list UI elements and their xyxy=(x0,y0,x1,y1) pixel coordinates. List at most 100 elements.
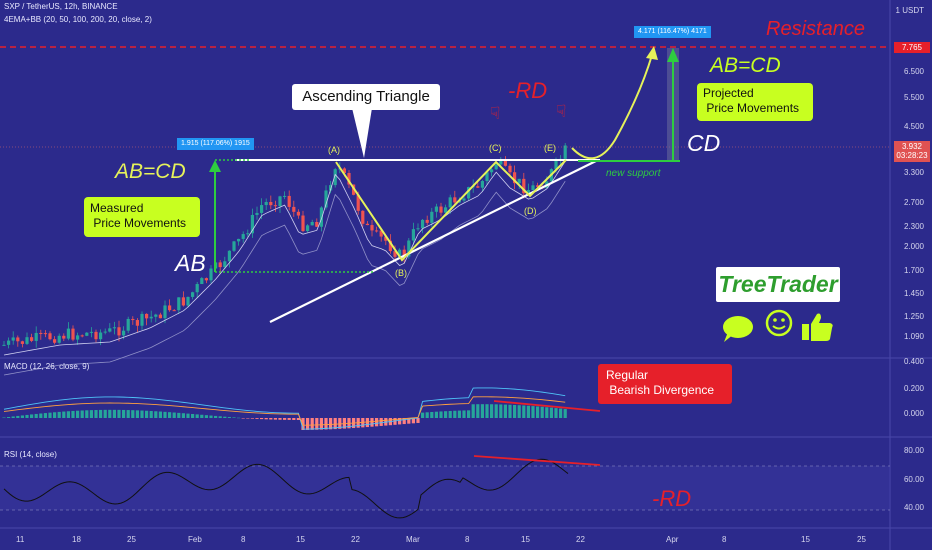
projected-label: Projected Price Movements xyxy=(703,86,800,115)
macd-bar xyxy=(48,412,52,418)
candle-body xyxy=(200,278,204,285)
macd-tick: 0.400 xyxy=(903,357,924,366)
candle-body xyxy=(296,211,300,216)
candle-body xyxy=(145,313,149,319)
symbol-title: SXP / TetherUS, 12h, BINANCE xyxy=(4,2,118,11)
macd-bar xyxy=(181,413,185,418)
macd-bar xyxy=(57,411,61,418)
candle-body xyxy=(62,335,66,339)
macd-bar xyxy=(411,418,415,424)
macd-bar xyxy=(425,412,429,418)
candle-body xyxy=(39,332,43,334)
macd-bar xyxy=(540,406,544,418)
macd-bar xyxy=(480,404,484,418)
candle-body xyxy=(287,195,291,207)
macd-bar xyxy=(250,418,254,419)
indicator-legend: 4EMA+BB (20, 50, 100, 200, 20, close, 2) xyxy=(4,15,152,24)
macd-bar xyxy=(531,406,535,418)
date-tick: 8 xyxy=(722,535,727,544)
hand-pointing-down-icon: ☟ xyxy=(556,102,567,121)
candle-body xyxy=(425,219,429,223)
macd-bar xyxy=(177,412,181,418)
ab-cd-right-label: AB=CD xyxy=(710,54,781,77)
macd-bar xyxy=(260,418,264,420)
price-tick: 5.500 xyxy=(903,93,924,102)
macd-bar xyxy=(402,418,406,425)
macd-bar xyxy=(20,415,24,418)
ab-cd-left-label: AB=CD xyxy=(115,160,186,183)
candle-body xyxy=(131,318,135,321)
candle-body xyxy=(177,297,181,311)
measured-label: Measured Price Movements xyxy=(90,201,187,230)
resistance-label: Resistance xyxy=(766,18,865,40)
macd-bar xyxy=(53,412,57,418)
macd-bar xyxy=(246,418,250,419)
candle-body xyxy=(517,178,521,184)
date-tick: Mar xyxy=(406,535,420,544)
candle-body xyxy=(260,205,264,213)
macd-histogram xyxy=(2,404,567,430)
candle-body xyxy=(191,292,195,297)
macd-bar xyxy=(85,410,89,418)
divergence-label-box: Regular Bearish Divergence xyxy=(598,364,732,404)
candle-body xyxy=(434,206,438,212)
macd-bar xyxy=(269,418,273,420)
macd-bar xyxy=(365,418,369,428)
macd-bar xyxy=(126,410,130,418)
macd-bar xyxy=(407,418,411,424)
candle-body xyxy=(485,172,489,182)
candlestick-series xyxy=(2,143,567,349)
candle-body xyxy=(522,178,526,194)
candle-body xyxy=(80,335,84,337)
macd-bar xyxy=(80,410,84,418)
macd-bar xyxy=(545,407,549,418)
price-tick: 2.700 xyxy=(903,198,924,207)
ascending-triangle-callout: Ascending Triangle xyxy=(292,84,440,110)
date-tick: 8 xyxy=(241,535,246,544)
candle-body xyxy=(536,185,540,187)
candle-body xyxy=(365,223,369,226)
candle-body xyxy=(85,332,89,336)
macd-bar xyxy=(430,411,434,418)
macd-bar xyxy=(34,413,38,418)
candle-body xyxy=(140,313,144,326)
macd-bar xyxy=(292,418,296,420)
speech-bubble-tail xyxy=(724,332,734,342)
date-tick: 15 xyxy=(296,535,305,544)
macd-bar xyxy=(76,410,80,418)
macd-bar xyxy=(310,418,314,430)
macd-bar xyxy=(209,415,213,418)
rd-top-label: -RD xyxy=(508,78,548,103)
candle-body xyxy=(181,297,185,306)
macd-bar xyxy=(108,409,112,418)
point-c-label: (C) xyxy=(489,143,502,153)
candle-body xyxy=(384,236,388,241)
divergence-label: Regular Bearish Divergence xyxy=(606,368,715,397)
macd-bar xyxy=(494,404,498,418)
candle-body xyxy=(333,169,337,186)
macd-signal-line xyxy=(3,396,566,426)
candle-body xyxy=(370,225,374,231)
candle-body xyxy=(480,181,484,188)
candle-body xyxy=(108,328,112,332)
macd-bar xyxy=(99,409,103,418)
candle-body xyxy=(20,341,24,344)
macd-bar xyxy=(467,410,471,418)
date-tick: 11 xyxy=(16,535,25,544)
candle-body xyxy=(411,229,415,241)
candle-body xyxy=(494,164,498,170)
candle-body xyxy=(467,187,471,199)
macd-bar xyxy=(476,404,480,418)
candle-body xyxy=(513,172,517,184)
macd-bar xyxy=(16,415,20,418)
candle-body xyxy=(421,219,425,229)
candle-body xyxy=(499,160,503,165)
macd-bar xyxy=(549,407,553,418)
macd-bar xyxy=(117,409,121,418)
date-tick: 22 xyxy=(351,535,360,544)
candle-body xyxy=(103,331,107,333)
abcde-pattern-line xyxy=(335,159,567,262)
macd-bar xyxy=(7,416,11,418)
macd-bar xyxy=(513,404,517,418)
